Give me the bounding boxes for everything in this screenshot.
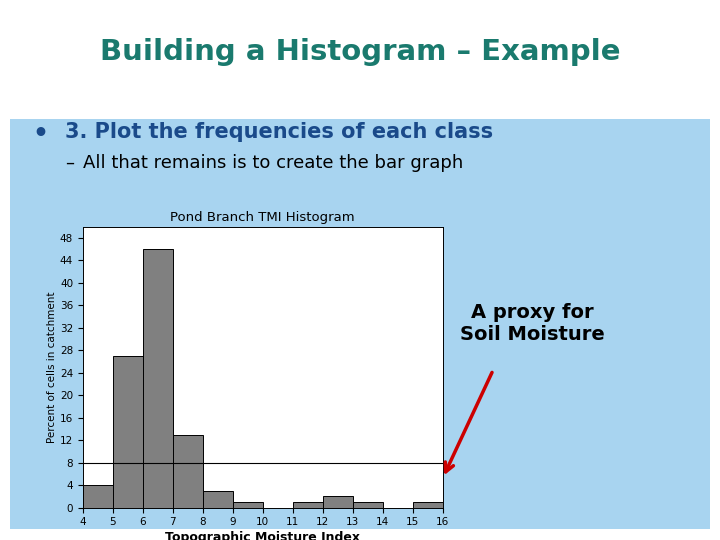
Title: Pond Branch TMI Histogram: Pond Branch TMI Histogram <box>171 211 355 224</box>
Bar <box>203 491 233 508</box>
Bar <box>323 496 353 508</box>
Bar <box>83 485 113 508</box>
Text: A proxy for
Soil Moisture: A proxy for Soil Moisture <box>460 303 606 345</box>
Text: •: • <box>32 122 48 145</box>
X-axis label: Topographic Moisture Index: Topographic Moisture Index <box>166 531 360 540</box>
Bar <box>413 502 443 508</box>
Bar <box>353 502 383 508</box>
Bar <box>143 249 173 508</box>
Bar <box>113 356 143 508</box>
Text: All that remains is to create the bar graph: All that remains is to create the bar gr… <box>83 154 463 172</box>
Text: –: – <box>65 154 73 172</box>
Text: Building a Histogram – Example: Building a Histogram – Example <box>100 38 620 66</box>
Text: 3. Plot the frequencies of each class: 3. Plot the frequencies of each class <box>65 122 493 141</box>
Bar <box>233 502 263 508</box>
Y-axis label: Percent of cells in catchment: Percent of cells in catchment <box>47 292 57 443</box>
Bar <box>293 502 323 508</box>
Bar <box>173 435 203 508</box>
